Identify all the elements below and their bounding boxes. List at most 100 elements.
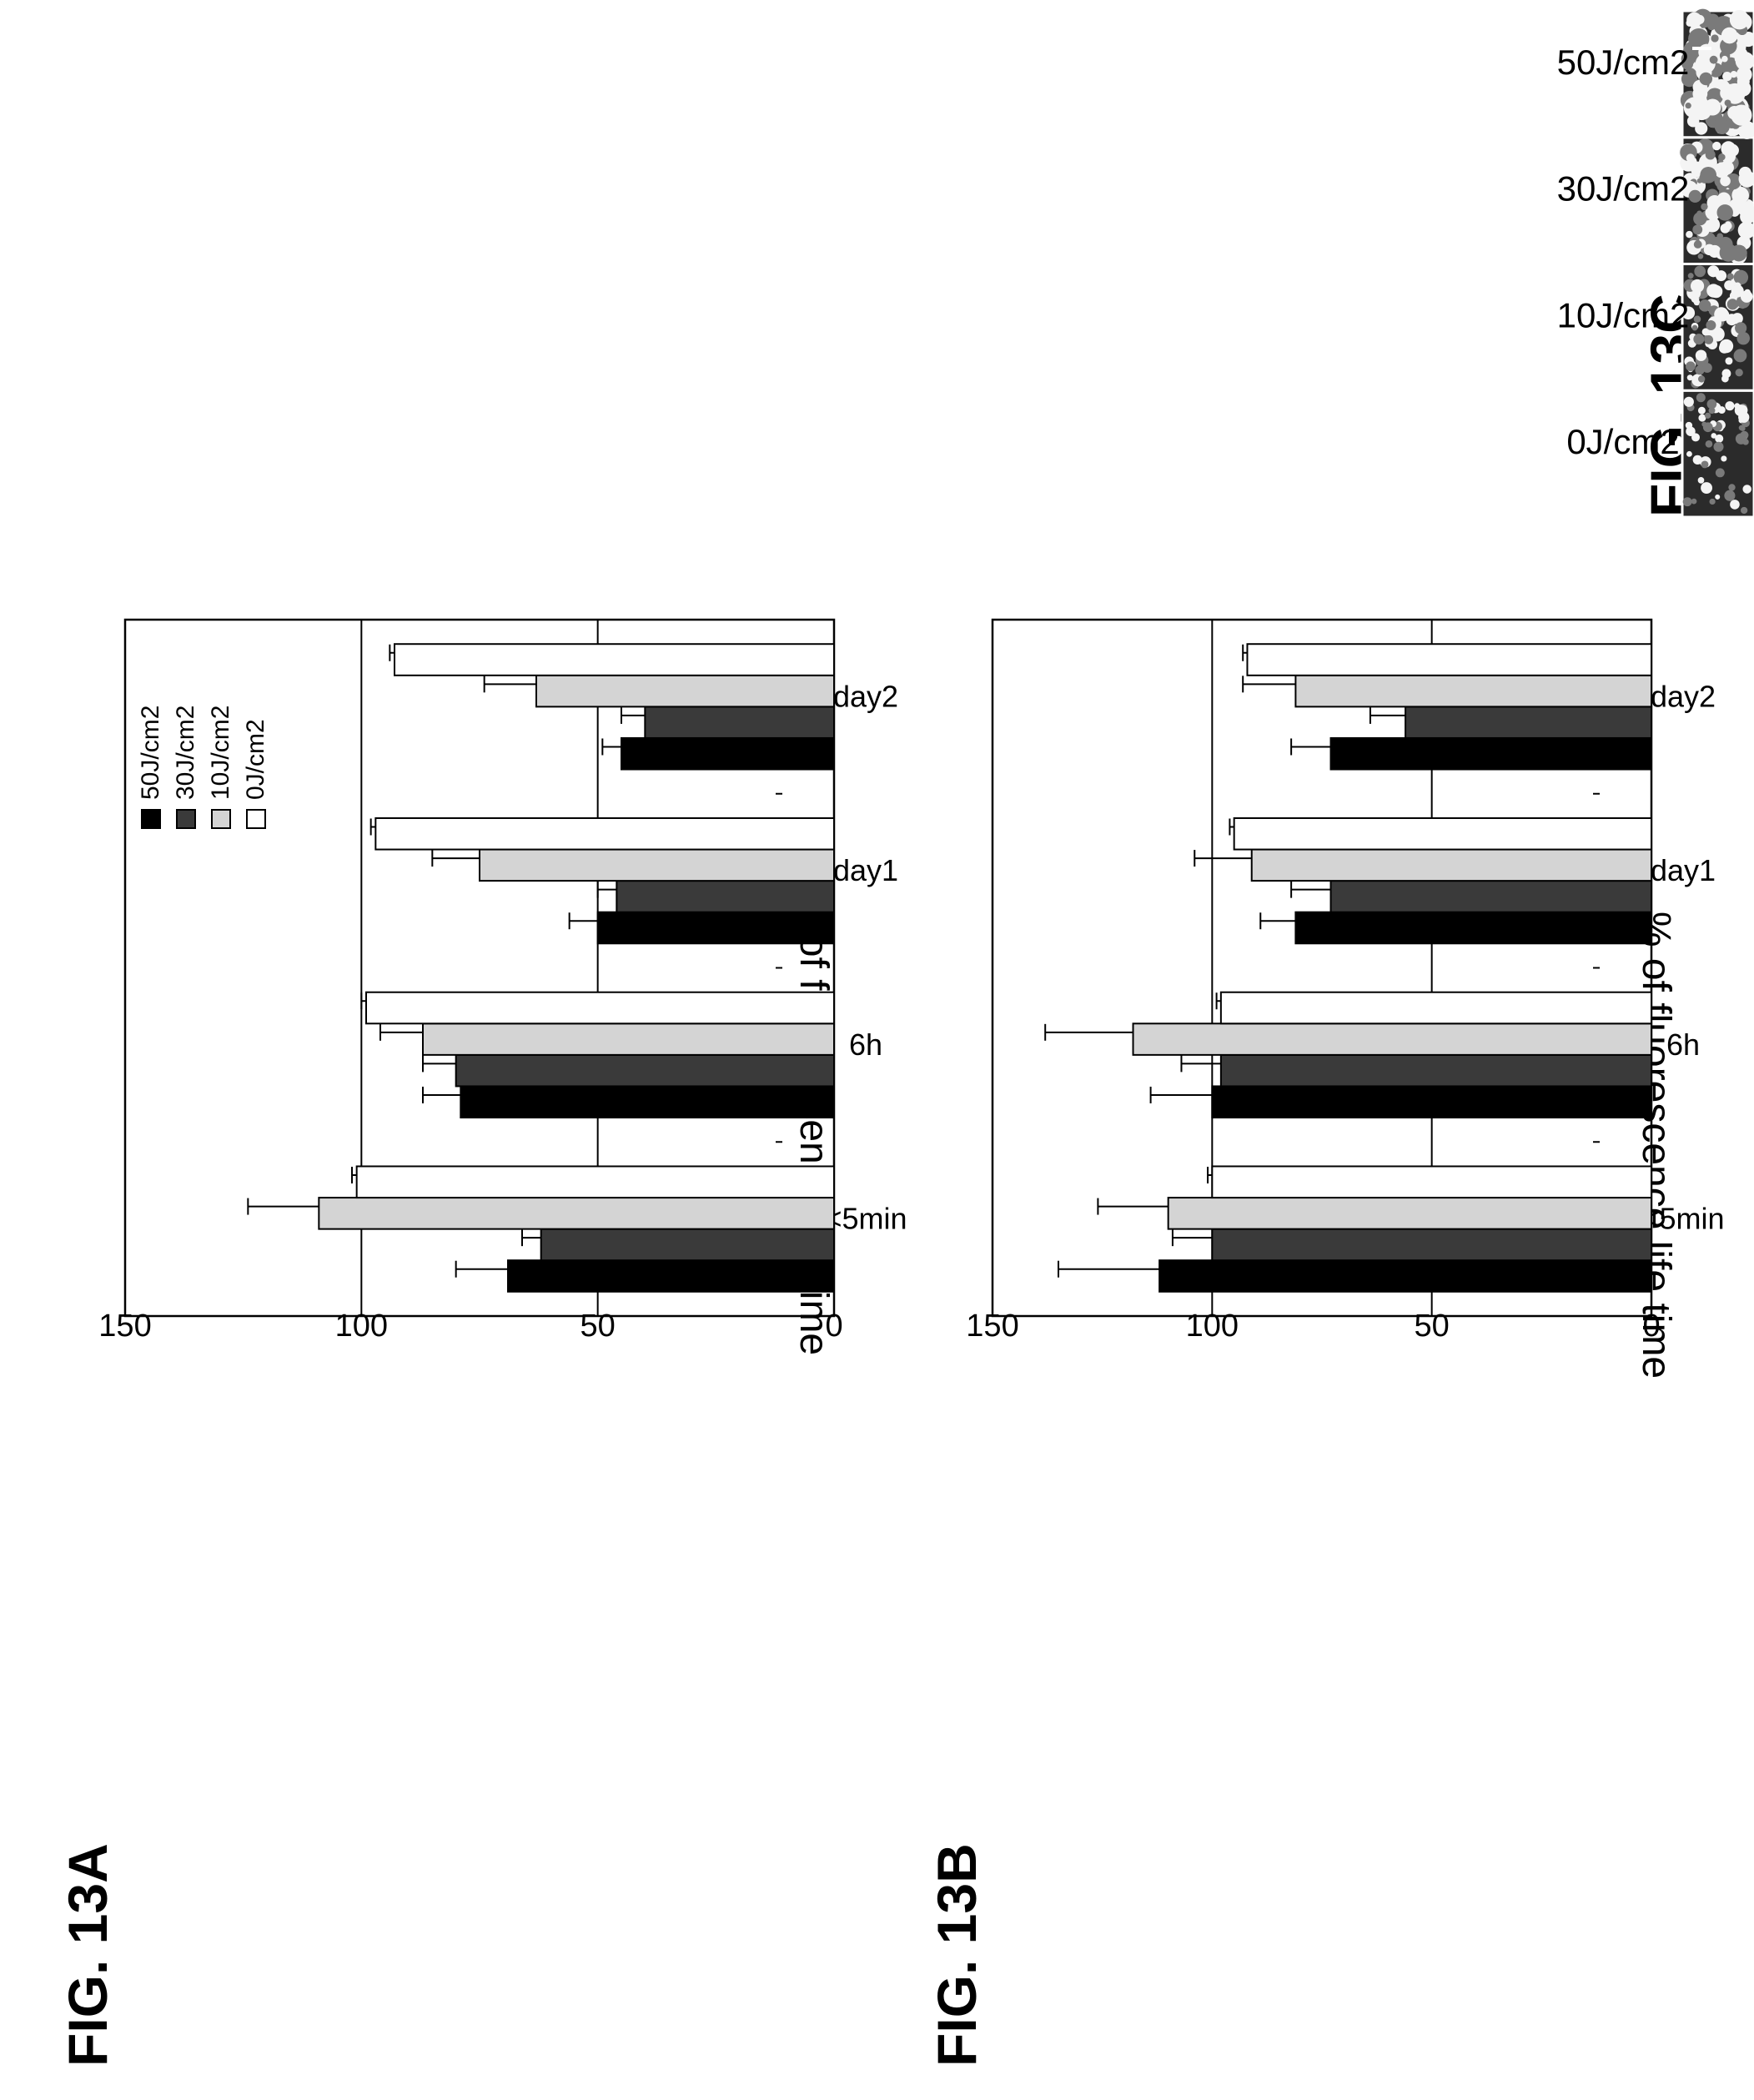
micrograph-texture xyxy=(1706,399,1717,409)
micrograph-texture xyxy=(1731,284,1744,298)
micrograph-texture xyxy=(1693,240,1702,249)
bar xyxy=(355,1165,835,1199)
micrograph-texture xyxy=(1727,42,1736,51)
micrograph-texture xyxy=(1714,119,1730,135)
micrograph-texture xyxy=(1686,361,1696,372)
micrograph-texture xyxy=(1737,221,1754,239)
micrograph-texture xyxy=(1705,440,1713,448)
micrograph-texture xyxy=(1719,339,1734,354)
bar xyxy=(644,706,835,739)
x-tick-label: 6h xyxy=(1666,1027,1700,1062)
micrograph-texture xyxy=(1716,309,1730,322)
micrograph-texture xyxy=(1686,374,1693,381)
micrograph-texture xyxy=(1720,175,1731,187)
bar xyxy=(1219,1053,1653,1088)
bar xyxy=(455,1053,836,1088)
bar xyxy=(1294,911,1653,945)
micrograph-texture xyxy=(1696,393,1706,403)
micrograph-texture xyxy=(1726,273,1734,280)
bar xyxy=(460,1085,835,1119)
x-tick-label: day2 xyxy=(833,679,898,713)
bar xyxy=(374,816,836,851)
micrograph-texture xyxy=(1735,369,1743,377)
bar xyxy=(1211,1228,1653,1262)
micrograph-texture xyxy=(1721,55,1728,63)
micrograph-texture xyxy=(1724,490,1736,501)
micrograph-texture xyxy=(1700,167,1717,183)
micrograph-texture xyxy=(1731,299,1739,309)
bar xyxy=(507,1259,835,1293)
micrograph-texture xyxy=(1686,153,1695,163)
micrograph-texture xyxy=(1740,425,1746,431)
micrograph-texture xyxy=(1701,203,1708,211)
micrograph-texture xyxy=(1705,149,1716,160)
micrograph-texture xyxy=(1688,189,1701,203)
micrograph-texture xyxy=(1717,158,1723,163)
micrograph-texture xyxy=(1711,34,1719,43)
bar xyxy=(540,1228,836,1262)
bar xyxy=(394,643,835,676)
micrograph-texture xyxy=(1686,450,1692,457)
micrograph-texture xyxy=(1713,441,1724,452)
micrograph-texture xyxy=(1707,22,1716,31)
x-tick-label: day1 xyxy=(1651,853,1716,887)
micrograph-texture xyxy=(1720,224,1731,234)
micrograph-texture xyxy=(1691,498,1697,505)
micrograph-texture xyxy=(1731,186,1750,204)
micrograph-texture xyxy=(1709,498,1716,505)
y-tick-label: 0 xyxy=(1642,1309,1660,1344)
micrograph-texture xyxy=(1693,212,1707,226)
micrograph-texture xyxy=(1741,49,1747,56)
micrograph-texture xyxy=(1692,224,1703,235)
micrograph-texture xyxy=(1682,497,1692,507)
x-tick-label: 6h xyxy=(849,1027,882,1062)
micrograph-texture xyxy=(1735,322,1747,334)
chart-13b-ylabel: % of fluorescence life time xyxy=(1634,912,1678,1379)
bar xyxy=(535,674,835,708)
micrograph-texture xyxy=(1734,55,1741,63)
bar xyxy=(616,880,835,913)
micrograph-texture xyxy=(1687,72,1694,78)
x-tick-label: <5min xyxy=(1641,1202,1724,1236)
micrograph-texture xyxy=(1695,365,1705,375)
micrograph-texture xyxy=(1709,284,1723,299)
micrograph-texture xyxy=(1681,306,1696,320)
micrograph-texture xyxy=(1738,170,1754,188)
bar xyxy=(621,736,835,771)
micrograph-texture xyxy=(1681,58,1694,70)
chart-13a-legend: 50J/cm2 30J/cm2 10J/cm2 0J/cm2 xyxy=(137,706,269,829)
micrograph-texture xyxy=(1697,375,1706,383)
bar xyxy=(479,848,835,882)
micrograph-texture xyxy=(1704,412,1711,419)
y-tick-label: 150 xyxy=(98,1309,151,1344)
bar xyxy=(1246,643,1652,676)
micrograph-texture xyxy=(1694,265,1706,278)
micrograph-texture xyxy=(1686,426,1696,436)
micrograph-texture xyxy=(1703,244,1716,256)
bar xyxy=(1294,674,1653,708)
micrograph-texture xyxy=(1721,455,1727,462)
micrograph-texture xyxy=(1683,396,1694,407)
micrograph-texture xyxy=(1695,349,1707,361)
micrograph-texture xyxy=(1691,324,1698,331)
micrograph-texture xyxy=(1730,244,1747,262)
micrograph-texture xyxy=(1720,85,1736,101)
bar xyxy=(1405,706,1652,739)
bar xyxy=(318,1197,836,1230)
legend-entry: 50J/cm2 xyxy=(137,706,164,800)
micrograph-texture xyxy=(1702,363,1712,373)
micrograph-texture xyxy=(1730,71,1737,78)
micrograph-texture xyxy=(1685,103,1691,109)
micrograph-texture xyxy=(1716,192,1731,206)
micrograph-texture xyxy=(1717,406,1726,414)
micrograph-texture xyxy=(1725,357,1733,365)
micrograph-texture xyxy=(1697,406,1706,414)
fig-13c-micrographs: 0J/cm2 10J/cm2 30J/cm2 50J/cm2 xyxy=(1557,8,1754,519)
micrograph-texture xyxy=(1687,273,1694,279)
micrograph-texture xyxy=(1716,233,1724,240)
micrograph-texture xyxy=(1710,114,1717,121)
chart-13b-bars xyxy=(1044,643,1653,1293)
bar xyxy=(1219,991,1653,1025)
